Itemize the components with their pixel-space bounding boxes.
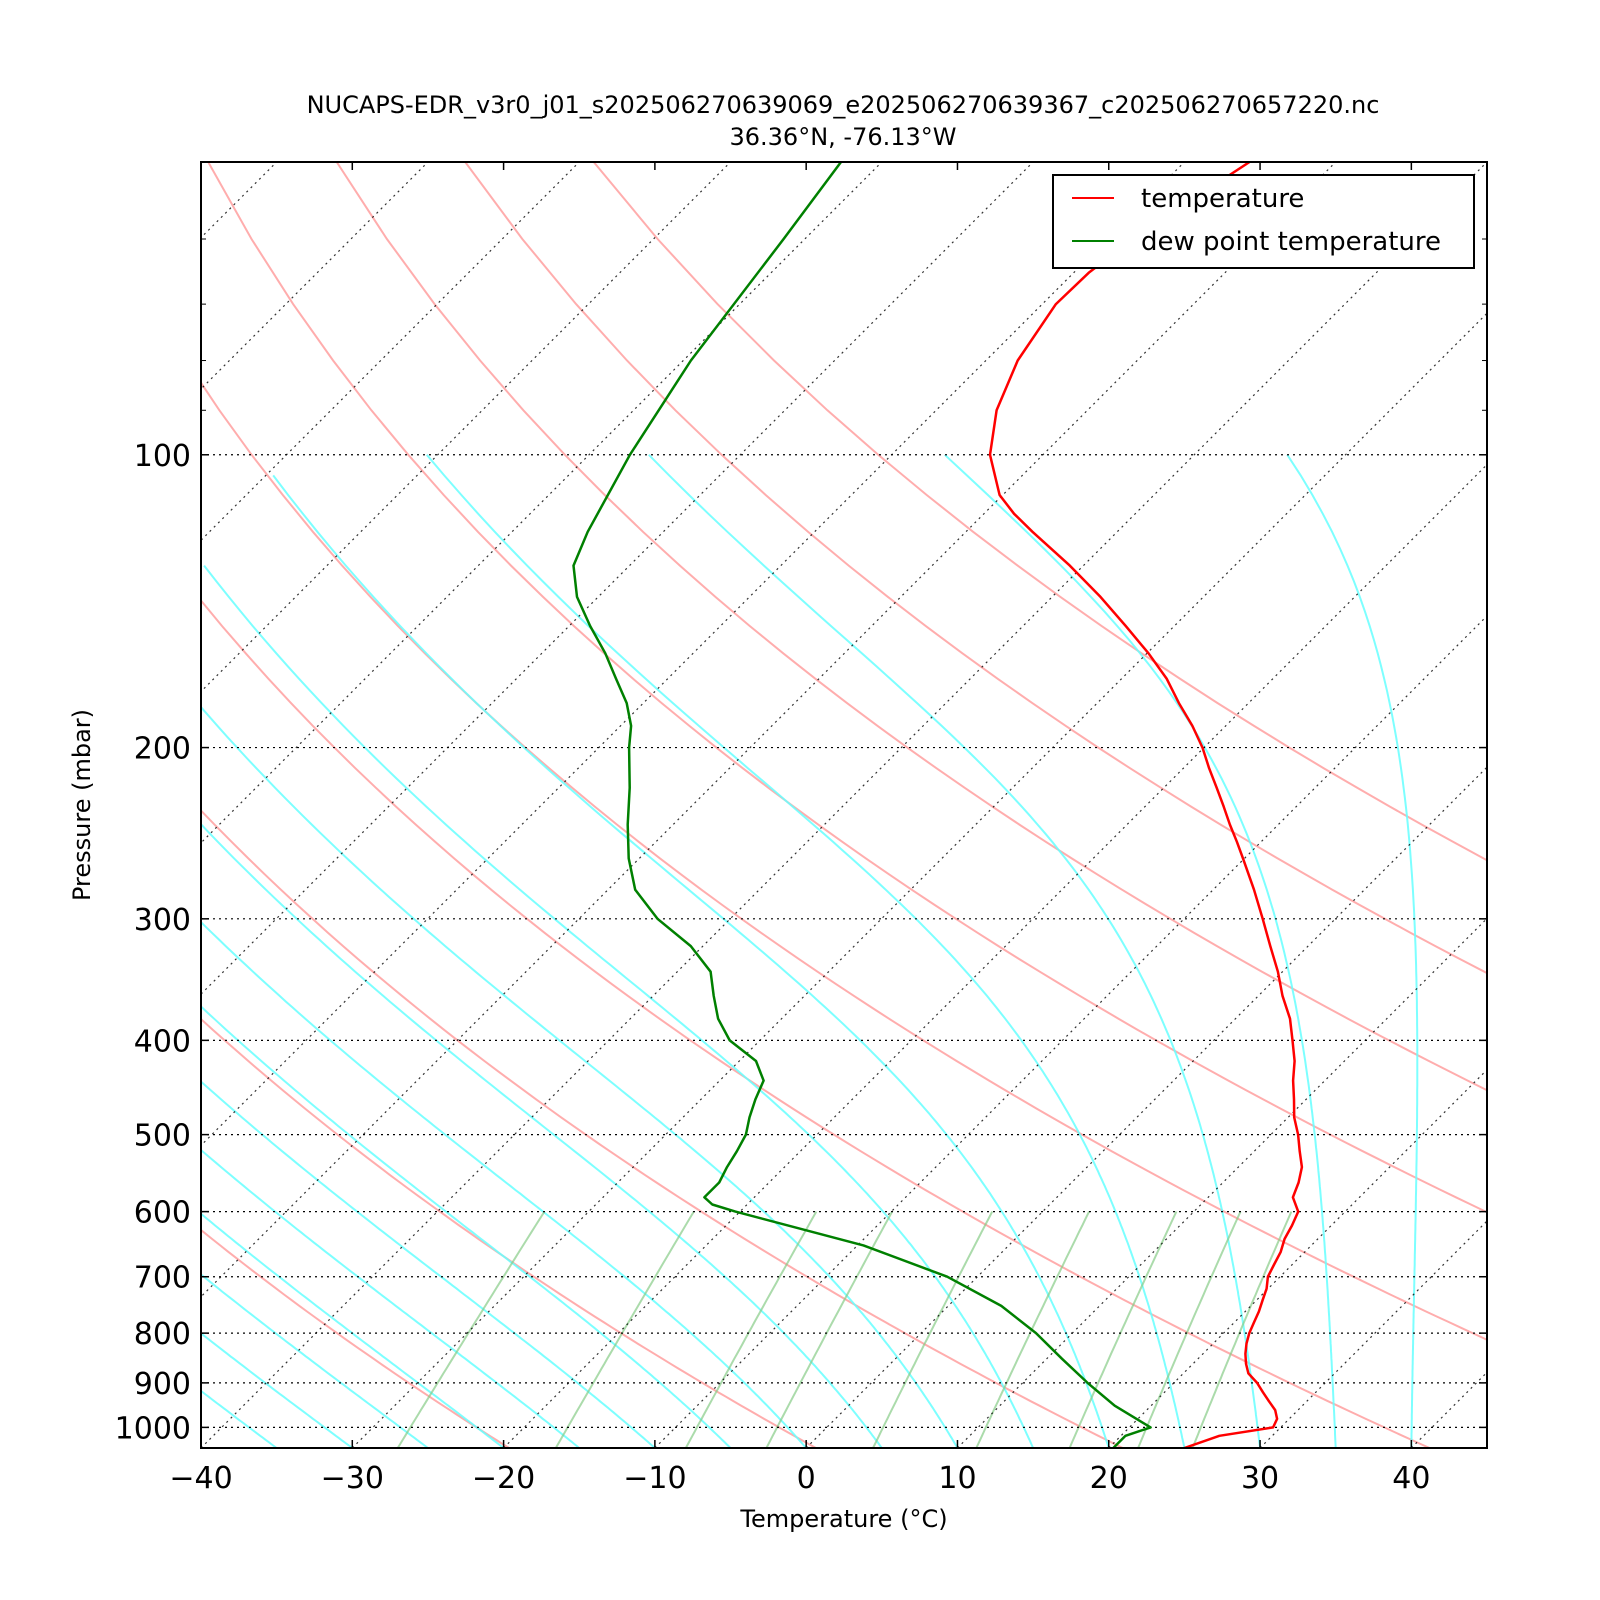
x-tick-label: 30 xyxy=(1241,1461,1279,1496)
dry-adiabat-line xyxy=(592,162,1487,862)
mixing-ratio-line xyxy=(765,1211,893,1448)
y-tick-label: 900 xyxy=(134,1367,191,1402)
legend-box xyxy=(1052,174,1475,269)
y-axis-label: Pressure (mbar) xyxy=(68,709,96,901)
x-tick-label: 0 xyxy=(797,1461,816,1496)
mixing-ratio-line xyxy=(396,1211,546,1448)
x-tick-label: 20 xyxy=(1090,1461,1128,1496)
moist-adiabat-line xyxy=(201,920,807,1448)
moist-adiabat-line xyxy=(944,454,1337,1448)
moist-adiabat-line xyxy=(201,1212,505,1448)
mixing-ratio-line xyxy=(554,1211,695,1448)
legend-label-temperature: temperature xyxy=(1141,184,1304,214)
x-tick-label: 40 xyxy=(1392,1461,1430,1496)
moist-adiabat-line xyxy=(201,1080,656,1448)
isotherm-line xyxy=(0,162,125,1448)
x-tick-label: −40 xyxy=(169,1461,232,1496)
temperature-line xyxy=(988,162,1304,1448)
moist-adiabat-line xyxy=(1486,1431,1487,1448)
y-tick-label: 100 xyxy=(134,439,191,474)
mixing-ratio-line xyxy=(684,1211,818,1448)
x-tick-label: −10 xyxy=(623,1461,686,1496)
x-axis-label: Temperature (°C) xyxy=(739,1505,947,1533)
legend: temperature dew point temperature xyxy=(1052,174,1475,269)
moist-adiabat-line xyxy=(201,822,883,1448)
dry-adiabat-line xyxy=(335,162,1487,1092)
moist-adiabat-line xyxy=(426,454,1186,1448)
dry-adiabat-line xyxy=(201,1228,510,1448)
y-tick-label: 800 xyxy=(134,1317,191,1352)
legend-label-dew-point-temperature: dew point temperature xyxy=(1141,227,1441,257)
axis-ticks: −40 −30 −20 −10 0 10 20 30 40 100 200 300 400 500 600 7… xyxy=(115,162,1487,1496)
moist-adiabat-line xyxy=(203,564,1035,1448)
x-tick-label: −20 xyxy=(472,1461,535,1496)
y-tick-label: 600 xyxy=(134,1196,191,1231)
y-tick-label: 700 xyxy=(134,1261,191,1296)
chart-subtitle: 36.36°N, -76.13°W xyxy=(729,123,956,151)
y-tick-label: 500 xyxy=(134,1119,191,1154)
y-tick-label: 1000 xyxy=(115,1411,191,1446)
plot-background xyxy=(201,162,1487,1448)
y-tick-label: 200 xyxy=(134,732,191,767)
dew-point-temperature-line xyxy=(572,162,1152,1448)
moist-adiabat-line xyxy=(201,1331,353,1448)
plot-frame xyxy=(200,161,1488,1449)
dry-adiabat-line xyxy=(201,809,1124,1448)
mixing-ratio-line xyxy=(1191,1211,1293,1448)
isobar-gridlines xyxy=(201,454,1487,1428)
y-tick-label: 400 xyxy=(134,1024,191,1059)
moist-adiabat-line xyxy=(648,454,1262,1448)
moist-adiabat-line xyxy=(201,1389,278,1448)
x-tick-label: 10 xyxy=(938,1461,976,1496)
isotherm-line xyxy=(1563,162,1600,1448)
chart-title: NUCAPS-EDR_v3r0_j01_s202506270639069_e20… xyxy=(307,91,1380,119)
moist-adiabat-line xyxy=(0,1040,125,1448)
y-tick-label: 300 xyxy=(134,903,191,938)
moist-adiabat-line xyxy=(201,1148,580,1448)
dry-adiabat-line xyxy=(201,598,1431,1448)
moist-adiabat-line xyxy=(1286,454,1419,1448)
moist-adiabat-line xyxy=(201,1273,429,1448)
mixing-ratio-line xyxy=(975,1211,1090,1448)
mixing-ratio-line xyxy=(1137,1211,1242,1448)
dry-adiabat-line xyxy=(201,1017,817,1448)
dry-adiabat-line xyxy=(464,162,1487,975)
mixing-ratio-line xyxy=(1068,1211,1178,1448)
profile-lines xyxy=(572,162,1304,1448)
dry-adiabat-line xyxy=(207,162,1487,1214)
mixing-ratio-line xyxy=(872,1211,994,1448)
x-tick-label: −30 xyxy=(321,1461,384,1496)
moist-adiabat-line xyxy=(201,1005,732,1448)
